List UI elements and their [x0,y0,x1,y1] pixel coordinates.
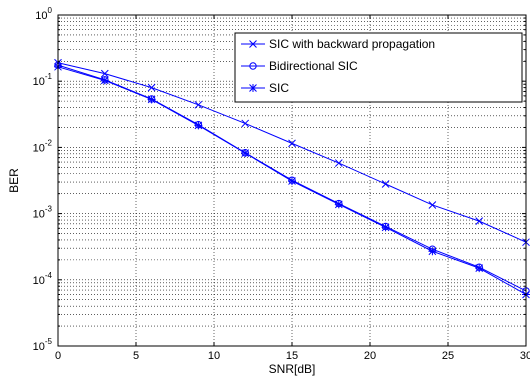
data-point-cross [475,217,484,225]
data-point-cross [147,83,156,92]
legend-label: SIC [269,81,289,95]
axis-ticks: 0 5 10 15 20 25 30 100 10-1 10-2 10-3 10-4 10-5 [33,6,530,362]
marker-stroke [334,159,343,167]
data-point-star [241,149,250,158]
x-tick-label: 15 [286,350,298,362]
data-point-cross [249,40,257,48]
y-tick-label: 10-5 [33,337,53,353]
data-point-cross [194,100,203,109]
data-point-star [381,223,390,232]
data-series [54,58,530,299]
data-point-star [475,264,484,273]
data-point-star [249,84,257,92]
x-tick-label: 25 [442,350,454,362]
legend-label: SIC with backward propagation [269,37,435,51]
data-point-star [100,76,109,85]
data-point-cross [381,180,390,188]
data-point-circle [249,62,257,70]
legend: SIC with backward propagation Bidirection… [234,32,523,103]
marker-stroke [100,69,109,78]
y-tick-label: 10-4 [33,271,53,287]
marker-stroke [475,217,484,225]
x-axis-label: SNR[dB] [269,362,316,376]
x-tick-label: 5 [133,350,139,362]
marker-stroke [147,83,156,92]
data-point-cross [428,201,437,209]
x-tick-label: 20 [364,350,376,362]
data-point-star [147,95,156,104]
marker-stroke [249,40,257,48]
data-point-star [334,200,343,209]
marker-stroke [428,201,437,209]
y-tick-label: 10-3 [33,205,53,221]
marker-stroke [241,119,250,128]
x-tick-label: 10 [208,350,220,362]
series-0 [54,58,530,247]
marker-stroke [288,139,296,148]
data-point-cross [100,69,109,78]
data-point-cross [241,119,250,128]
legend-entry: SIC with backward propagation [241,37,435,51]
legend-box [234,32,523,103]
data-point-star [288,177,296,186]
x-tick-label: 0 [55,350,61,362]
marker-stroke [194,100,203,109]
data-point-star [194,121,203,130]
y-axis-label: BER [7,168,21,193]
data-point-cross [288,139,296,148]
y-tick-label: 10-1 [33,72,53,88]
x-tick-label: 30 [520,350,530,362]
legend-entry: SIC [241,81,289,95]
legend-label: Bidirectional SIC [269,59,358,73]
data-point-cross [334,159,343,167]
grid-lines [58,15,526,346]
legend-entry: Bidirectional SIC [241,59,358,73]
data-point-star [428,247,437,256]
y-tick-label: 10-2 [33,138,53,154]
y-tick-label: 100 [35,6,52,22]
marker-stroke [381,180,390,188]
